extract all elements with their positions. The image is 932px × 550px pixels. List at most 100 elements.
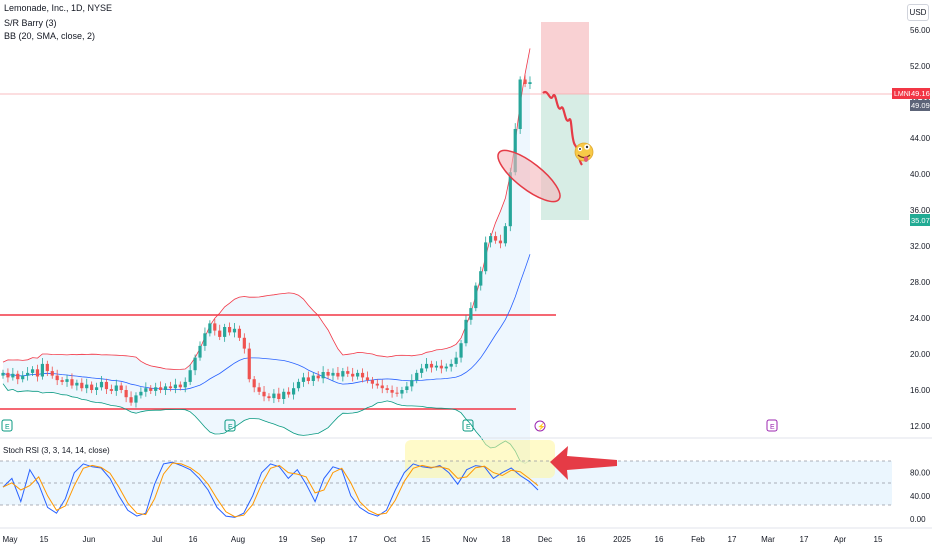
candle xyxy=(518,79,522,129)
time-tick: Feb xyxy=(691,535,705,544)
candle xyxy=(124,390,128,398)
candle xyxy=(410,380,414,387)
time-tick: 2025 xyxy=(613,535,631,544)
time-tick: Sep xyxy=(311,535,326,544)
price-tick: 36.00 xyxy=(910,206,931,215)
candle xyxy=(395,392,399,394)
candle xyxy=(484,242,488,272)
price-tick: 12.00 xyxy=(910,422,931,431)
candle xyxy=(134,395,138,403)
candle xyxy=(119,385,123,390)
rsi-tick: 40.00 xyxy=(910,492,931,501)
candle xyxy=(129,397,133,403)
candle xyxy=(341,371,345,377)
time-tick: 18 xyxy=(502,535,511,544)
candle xyxy=(1,372,5,376)
candle xyxy=(459,343,463,358)
time-tick: 15 xyxy=(874,535,883,544)
candle xyxy=(420,368,424,373)
candle xyxy=(464,319,468,344)
candle xyxy=(75,382,79,386)
indicator-sr: S/R Barry (3) xyxy=(4,18,57,28)
candle xyxy=(173,384,177,389)
time-axis: May 15 Jun Jul 16 Aug 19 Sep 17 Oct 15 Nov 18 Dec 16 20… xyxy=(2,535,883,544)
candle xyxy=(321,372,325,379)
price-tick: 24.00 xyxy=(910,314,931,323)
target-price-tag-bg xyxy=(910,214,930,226)
candle xyxy=(70,379,74,386)
candle xyxy=(139,391,143,396)
candle xyxy=(287,391,291,395)
candle xyxy=(424,363,429,369)
rsi-tick: 80.00 xyxy=(910,469,931,478)
candle xyxy=(11,373,15,378)
svg-text:E: E xyxy=(466,424,471,431)
time-tick: Apr xyxy=(834,535,847,544)
candle xyxy=(316,375,320,379)
candle xyxy=(351,373,355,377)
candle xyxy=(247,348,251,380)
svg-text:E: E xyxy=(228,424,233,431)
candle xyxy=(159,387,163,390)
candle xyxy=(183,381,187,388)
candle xyxy=(479,271,483,286)
time-tick: Aug xyxy=(231,535,245,544)
candle xyxy=(227,327,232,333)
candle xyxy=(198,345,202,358)
candle xyxy=(272,393,276,399)
candle xyxy=(370,380,374,384)
candle xyxy=(267,396,271,399)
time-tick: 17 xyxy=(728,535,737,544)
candle xyxy=(277,393,281,399)
candle xyxy=(375,383,379,386)
candle xyxy=(45,363,49,372)
candle xyxy=(434,365,439,368)
candle xyxy=(26,372,30,376)
candle xyxy=(523,79,527,84)
time-tick: 16 xyxy=(577,535,586,544)
candle xyxy=(331,372,335,376)
price-tick: 40.00 xyxy=(910,170,931,179)
candle xyxy=(193,357,197,371)
candle xyxy=(385,388,389,390)
rsi-axis: 80.00 40.00 0.00 xyxy=(910,469,931,524)
candle xyxy=(291,388,296,395)
candle xyxy=(223,327,227,337)
candle xyxy=(99,381,104,388)
time-tick: Jun xyxy=(83,535,96,544)
time-tick: Dec xyxy=(538,535,552,544)
time-tick: 19 xyxy=(279,535,288,544)
annotation-ellipse xyxy=(497,149,561,203)
candle xyxy=(503,226,507,244)
candle xyxy=(257,387,261,392)
candle xyxy=(208,323,212,334)
symbol-tag: LMND xyxy=(894,91,914,98)
time-tick: 15 xyxy=(422,535,431,544)
candle xyxy=(356,372,360,377)
symbol-tag-bg xyxy=(892,88,910,99)
candle xyxy=(16,373,20,380)
earnings-markers: E E E ⚡ E xyxy=(1,419,778,432)
candle xyxy=(178,384,182,388)
candle xyxy=(454,357,458,364)
rsi-highlight xyxy=(405,440,555,478)
candle xyxy=(144,388,148,392)
candle xyxy=(336,372,340,377)
candle xyxy=(405,386,409,390)
candle xyxy=(429,363,434,368)
currency-button[interactable]: USD xyxy=(907,4,929,21)
bollinger-upper xyxy=(2,48,531,370)
candle xyxy=(380,385,384,389)
price-tick: 20.00 xyxy=(910,350,931,359)
price-tick: 32.00 xyxy=(910,242,931,251)
candle xyxy=(104,381,109,390)
candle xyxy=(508,172,512,227)
time-tick: 16 xyxy=(189,535,198,544)
candle xyxy=(400,390,404,394)
target-price-tag: 35.07 xyxy=(911,216,930,225)
candle xyxy=(109,389,113,391)
candle xyxy=(35,369,40,377)
bollinger-fill xyxy=(3,48,530,464)
candle xyxy=(80,382,84,389)
